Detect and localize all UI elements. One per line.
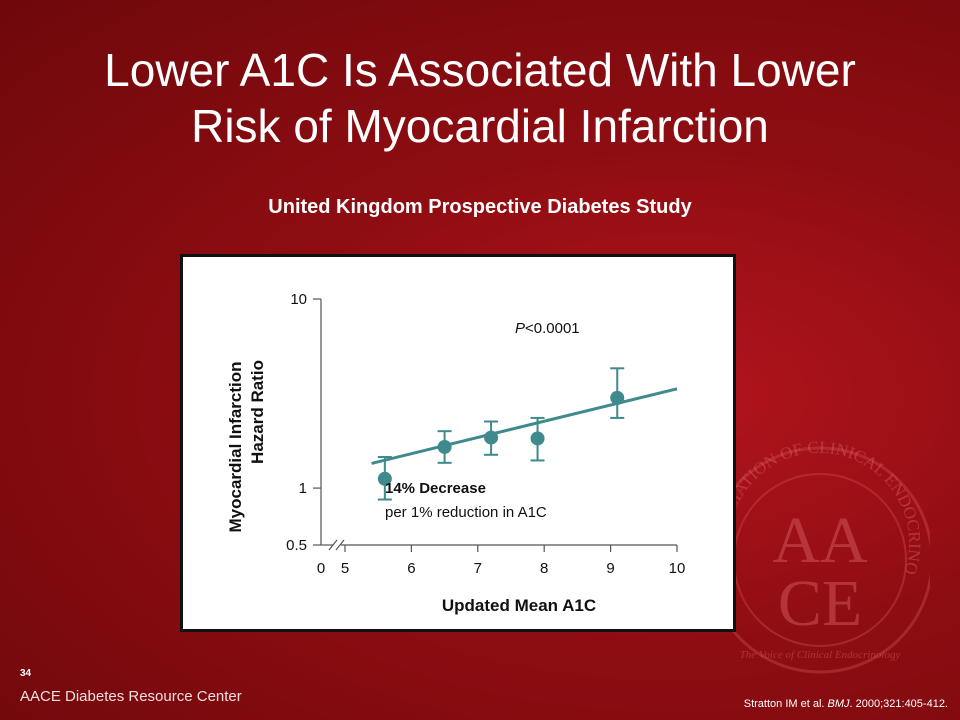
- axis-break-mark-1: [328, 539, 338, 551]
- citation-journal: BMJ: [827, 698, 850, 710]
- x-tick-label: 10: [669, 560, 686, 577]
- x-tick-label: 8: [540, 560, 548, 577]
- citation-authors: Stratton IM et al.: [743, 698, 828, 710]
- axis-break-mark-2: [335, 539, 345, 551]
- chart-ticks: 0.5 1 10 0 5 6 7 8 9 10: [286, 291, 685, 577]
- trend-line-group: [371, 387, 678, 465]
- aace-seal-watermark: ASSOCIATION OF CLINICAL ENDOCRINOLOGISTS…: [700, 420, 930, 674]
- p-value-number: <0.0001: [525, 320, 580, 337]
- data-point: [377, 471, 392, 486]
- y-tick-label: 1: [299, 480, 307, 497]
- chart-panel: 0.5 1 10 0 5 6 7 8 9 10 Myocardial Infarction Haz…: [180, 254, 736, 632]
- hazard-ratio-chart: 0.5 1 10 0 5 6 7 8 9 10 Myocardial Infarction Haz…: [226, 291, 685, 615]
- x-tick-label: 0: [317, 560, 325, 577]
- y-tick-label: 0.5: [286, 537, 307, 554]
- decrease-annotation: 14% Decrease: [385, 480, 486, 497]
- slide-title: Lower A1C Is Associated With Lower Risk …: [0, 42, 960, 154]
- trend-line: [371, 387, 678, 465]
- x-tick-label: 5: [341, 560, 349, 577]
- data-point: [610, 390, 625, 405]
- slide-title-line1: Lower A1C Is Associated With Lower: [104, 44, 856, 96]
- citation-details: . 2000;321:405-412.: [849, 698, 948, 710]
- p-value-letter: P: [515, 320, 525, 337]
- data-point: [530, 431, 545, 446]
- x-axis-label: Updated Mean A1C: [442, 596, 596, 615]
- y-tick-label: 10: [290, 291, 307, 308]
- seal-letters-bottom: CE: [778, 567, 862, 640]
- seal-letters-top: AA: [772, 504, 868, 577]
- data-points-group: [377, 367, 625, 501]
- citation: Stratton IM et al. BMJ. 2000;321:405-412…: [744, 698, 948, 710]
- slide-title-line2: Risk of Myocardial Infarction: [191, 100, 769, 152]
- slide-number: 34: [20, 668, 32, 679]
- seal-motto: The Voice of Clinical Endocrinology: [740, 649, 901, 661]
- p-value-annotation: P<0.0001: [515, 320, 580, 337]
- data-point: [437, 439, 452, 454]
- slide-subtitle: United Kingdom Prospective Diabetes Stud…: [268, 196, 692, 218]
- x-tick-label: 7: [474, 560, 482, 577]
- data-point: [484, 430, 499, 445]
- x-tick-label: 6: [407, 560, 415, 577]
- y-axis-label-line2: Hazard Ratio: [248, 360, 267, 464]
- decrease-detail-annotation: per 1% reduction in A1C: [385, 504, 547, 521]
- footer-brand: AACE Diabetes Resource Center: [20, 688, 242, 705]
- y-axis-label-line1: Myocardial Infarction: [226, 362, 245, 533]
- x-tick-label: 9: [606, 560, 614, 577]
- chart-axes: [320, 299, 677, 551]
